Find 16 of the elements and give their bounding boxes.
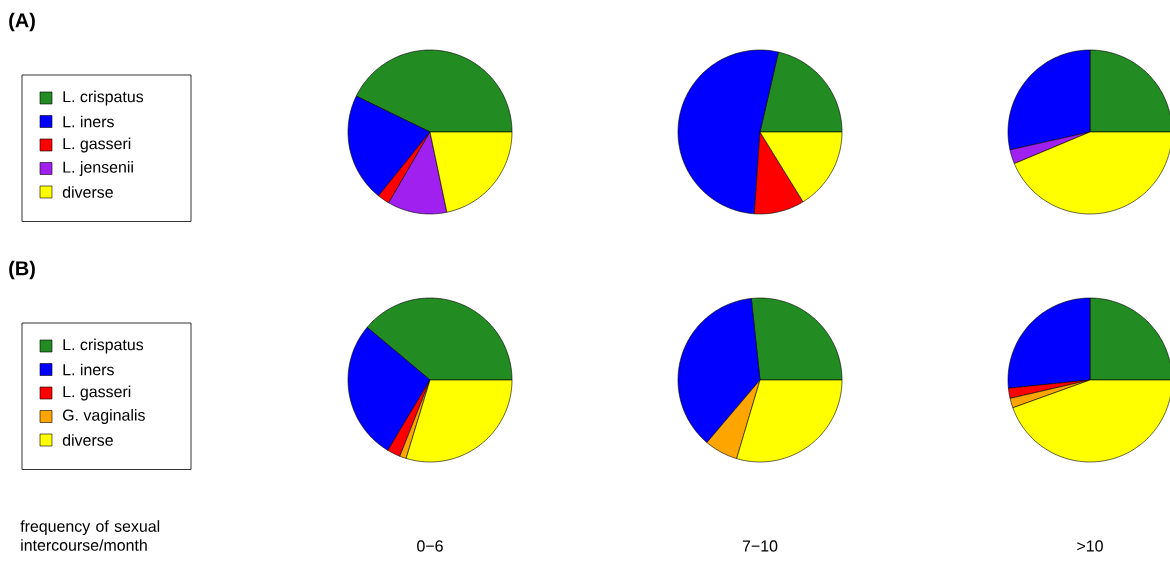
legend-label: L. crispatus — [63, 338, 144, 354]
chart-title: (B) — [9, 260, 35, 280]
legend-label: L. iners — [63, 115, 114, 128]
legend-label: L. gasseri — [63, 385, 131, 401]
legend-label: L. crispatus — [63, 90, 144, 106]
legend-label: diverse — [62, 434, 113, 446]
text: frequency of sexual intercourse/month — [20, 520, 160, 551]
slice-label: 7−10 — [742, 540, 778, 552]
legend-label: L. jensenii — [63, 161, 133, 176]
legend-label: diverse — [62, 186, 113, 198]
legend-label: G. vaginalis — [63, 409, 145, 424]
legend-label: L. gasseri — [63, 137, 131, 153]
legend-label: L. iners — [63, 363, 114, 376]
slice-label: 0−6 — [417, 540, 443, 552]
chart-title: (A) — [9, 12, 35, 32]
slice-label: >10 — [1077, 540, 1103, 552]
